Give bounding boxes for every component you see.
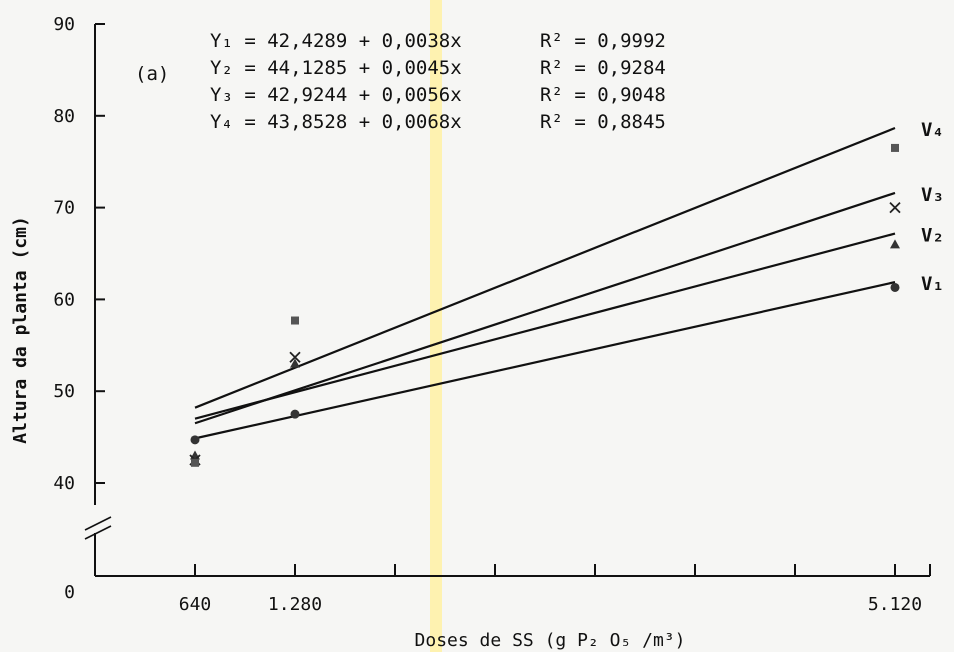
y-tick-label: 70 [53,198,75,219]
series-label-2: V₂ [921,225,944,247]
equation-1: Y₁ = 42,4289 + 0,0038x [210,30,462,52]
regression-line-3 [194,191,896,425]
y-tick-label: 80 [53,106,75,127]
marker-point [190,435,200,445]
x-tick-label: 640 [179,594,212,615]
regression-line-1 [194,281,896,440]
highlight-band [430,0,442,652]
r2-3: R² = 0,9048 [540,84,666,106]
equations-block: Y₁ = 42,4289 + 0,0038x R² = 0,9992 Y₂ = 44… [210,30,666,133]
equation-4: Y₄ = 43,8528 + 0,0068x [210,111,462,133]
y-axis-label: Altura da planta (cm) [10,216,31,444]
y-tick-label: 60 [53,289,75,310]
panel-label: (a) [135,63,169,85]
x-tick-label: 5.120 [868,594,922,615]
series-label-4: V₄ [921,119,944,141]
regression-line-4 [194,126,896,409]
r2-2: R² = 0,9284 [540,57,666,79]
x-axis-label: Doses de SS (g P₂ O₅ /m³) [415,630,686,651]
y-tick-label: 50 [53,381,75,402]
regression-line-2 [194,232,896,420]
regression-lines [194,126,896,440]
marker-point [289,351,301,363]
marker-point [290,358,300,368]
axis-break-mark [84,525,112,540]
axis-break-mark [84,516,112,531]
marker-point [890,239,900,249]
r2-4: R² = 0,8845 [540,111,666,133]
x-tick-label: 1.280 [268,594,322,615]
data-markers [189,143,901,467]
r2-1: R² = 0,9992 [540,30,666,52]
series-label-1: V₁ [921,273,944,295]
marker-point [891,143,899,152]
marker-point [190,450,200,460]
series-label-3: V₃ [921,184,944,206]
marker-point [890,282,900,292]
equation-2: Y₂ = 44,1285 + 0,0045x [210,57,462,79]
series-labels: V₁ V₂ V₃ V₄ [921,119,944,295]
marker-point [889,201,901,214]
y-tick-label: 0 [64,582,75,603]
equation-3: Y₃ = 42,9244 + 0,0056x [210,84,462,106]
marker-point [191,458,199,467]
marker-point [290,409,300,419]
marker-point [291,316,299,325]
y-tick-label: 40 [53,473,75,494]
axes: 40 50 60 70 80 90 0 640 1.280 5.120 [53,14,931,615]
y-tick-label: 90 [53,14,75,35]
